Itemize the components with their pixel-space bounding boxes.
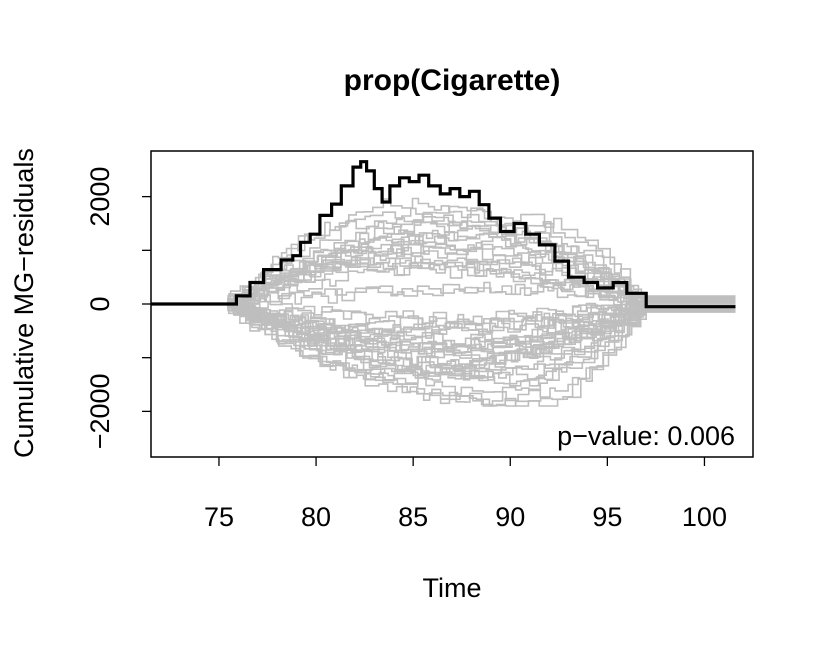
y-tick-label: 0 — [85, 296, 115, 311]
simulated-path — [222, 205, 736, 306]
simulated-path — [222, 296, 736, 378]
simulated-paths — [222, 197, 736, 407]
x-tick-label: 100 — [682, 502, 727, 532]
simulated-path — [222, 301, 736, 350]
simulated-path — [222, 259, 736, 306]
simulated-path — [222, 296, 736, 354]
simulated-path — [222, 257, 736, 313]
simulated-path — [222, 303, 736, 379]
x-tick-label: 80 — [301, 502, 331, 532]
simulated-path — [222, 213, 736, 307]
simulated-path — [222, 295, 736, 407]
x-axis-label: Time — [423, 573, 482, 603]
simulated-path — [222, 298, 736, 338]
x-tick-label: 90 — [495, 502, 525, 532]
x-axis: 75 80 85 90 95 100 — [204, 457, 727, 532]
x-tick-label: 95 — [592, 502, 622, 532]
simulated-path — [222, 298, 736, 370]
x-tick-label: 85 — [398, 502, 428, 532]
simulated-path — [222, 225, 736, 310]
observed-path — [151, 160, 736, 309]
y-axis: −2000 0 2000 — [85, 167, 151, 449]
simulated-path — [222, 297, 736, 385]
simulated-path — [222, 222, 736, 311]
simulated-path — [222, 296, 736, 330]
chart-title: prop(Cigarette) — [344, 64, 561, 97]
observed-series-line — [151, 160, 736, 309]
simulated-path — [222, 244, 736, 305]
y-tick-label: −2000 — [85, 373, 115, 449]
simulated-path — [222, 280, 736, 310]
simulated-path — [222, 295, 736, 402]
y-tick-label: 2000 — [85, 167, 115, 227]
p-value-annotation: p−value: 0.006 — [557, 421, 735, 451]
y-axis-label: Cumulative MG−residuals — [9, 148, 39, 458]
x-tick-label: 75 — [204, 502, 234, 532]
simulated-path — [222, 296, 736, 387]
simulated-path — [222, 197, 736, 309]
simulated-path — [222, 300, 736, 406]
